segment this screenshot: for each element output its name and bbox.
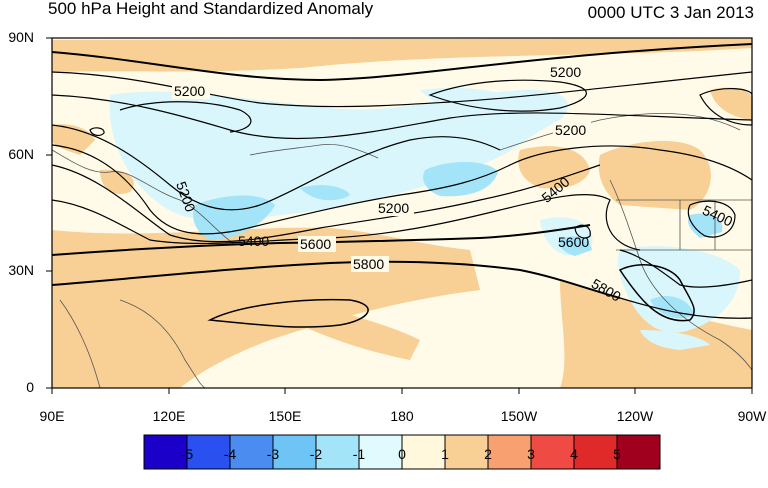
contour-label: 5800 [353,256,384,272]
colorbar-swatch [358,434,403,470]
colorbar-tick-label: 3 [527,446,535,462]
colorbar-tick-label: 0 [398,446,406,462]
lon-label-150w: 150W [500,408,538,424]
colorbar-swatch [315,434,360,470]
colorbar-swatch [272,434,317,470]
negative-anomaly-shading-weak [109,88,740,350]
colorbar-swatch [573,434,618,470]
lon-label-90w: 90W [737,408,767,424]
contour-label: 5200 [174,83,205,99]
colorbar-tick-label: 1 [441,446,449,462]
colorbar-tick-label: -5 [180,446,194,462]
lon-label-150e: 150E [268,408,302,424]
contour-label: 5200 [555,122,586,138]
colorbar-swatch [229,434,274,470]
axis-ticks [46,37,753,394]
colorbar-tick-label: -2 [309,446,323,462]
contour-label: 5400 [238,233,269,249]
colorbar-tick-label: 5 [613,446,621,462]
colorbar-tick-label: 4 [570,446,578,462]
colorbar-swatch [487,434,532,470]
lat-label-90n: 90N [8,29,34,45]
lat-label-0: 0 [26,379,34,395]
colorbar-tick-label: 2 [484,446,492,462]
negative-anomaly-shading-strong [193,161,723,319]
colorbar [143,434,661,470]
height-contours [51,43,753,328]
map-title: 500 hPa Height and Standardized Anomaly [48,0,374,18]
contour-label: 5200 [378,200,409,216]
lon-label-90e: 90E [39,408,65,424]
lat-label-30n: 30N [8,262,34,278]
colorbar-swatch [186,434,231,470]
colorbar-swatch [616,434,661,470]
lon-label-120w: 120W [616,408,654,424]
valid-time: 0000 UTC 3 Jan 2013 [587,3,754,22]
colorbar-swatch [401,434,446,470]
lon-label-120e: 120E [152,408,186,424]
colorbar-tick-label: -3 [266,446,280,462]
lon-label-180: 180 [390,408,414,424]
colorbar-tick-label: -4 [223,446,237,462]
colorbar-tick-label: -1 [352,446,366,462]
contour-label: 5600 [300,236,331,252]
contour-label: 5200 [550,64,581,80]
colorbar-swatch [444,434,489,470]
contour-label: 5600 [558,234,589,250]
lat-label-60n: 60N [8,146,34,162]
